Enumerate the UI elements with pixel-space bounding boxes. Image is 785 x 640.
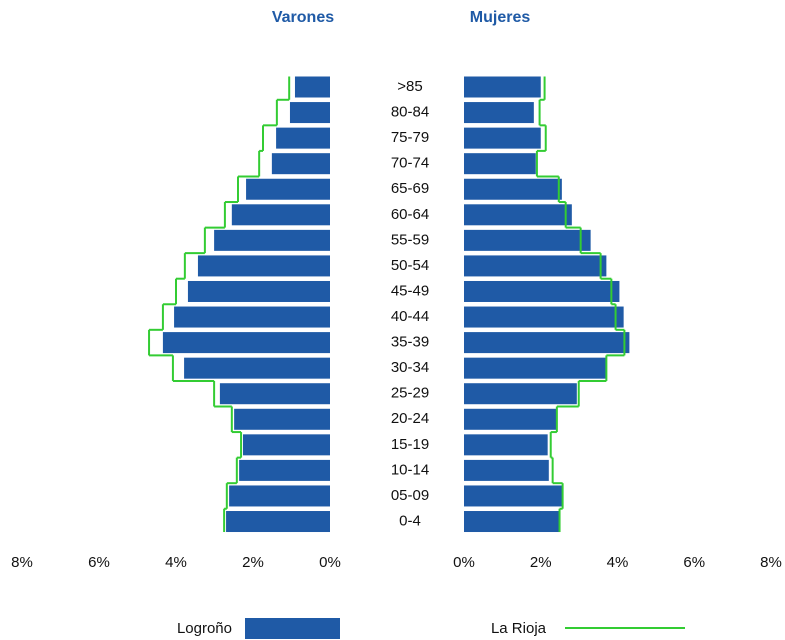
- bar: [246, 178, 330, 200]
- bar: [294, 76, 330, 98]
- bar: [464, 229, 591, 251]
- category-label: 0-4: [399, 512, 421, 529]
- bar: [464, 76, 541, 98]
- bar: [464, 383, 577, 405]
- legend-label: La Rioja: [491, 620, 547, 637]
- category-label: 30-34: [391, 359, 429, 376]
- category-label: 70-74: [391, 155, 429, 172]
- bar: [226, 511, 330, 533]
- category-label: 20-24: [391, 410, 429, 427]
- bar: [464, 102, 534, 124]
- bar: [464, 459, 549, 481]
- x-tick-label: 8%: [760, 554, 782, 571]
- bar: [271, 153, 330, 175]
- left-title: Varones: [272, 9, 334, 26]
- bar: [187, 280, 330, 302]
- category-label: 75-79: [391, 129, 429, 146]
- category-label: 35-39: [391, 334, 429, 351]
- category-label: 25-29: [391, 385, 429, 402]
- x-tick-label: 6%: [88, 554, 110, 571]
- bar: [464, 127, 541, 149]
- legend-label: Logroño: [177, 620, 232, 637]
- category-label: 55-59: [391, 231, 429, 248]
- bar: [464, 357, 607, 379]
- bar: [239, 459, 330, 481]
- x-tick-label: 4%: [607, 554, 629, 571]
- bar: [464, 408, 557, 430]
- bar: [231, 204, 330, 226]
- x-tick-label: 0%: [453, 554, 475, 571]
- category-label: 60-64: [391, 206, 429, 223]
- bar: [464, 332, 630, 354]
- bar: [197, 255, 330, 277]
- bar: [276, 127, 330, 149]
- right-title: Mujeres: [470, 9, 531, 26]
- x-tick-label: 4%: [165, 554, 187, 571]
- bar: [214, 229, 330, 251]
- bar: [242, 434, 330, 456]
- bar: [289, 102, 330, 124]
- bar: [234, 408, 330, 430]
- bar: [464, 153, 536, 175]
- bar: [229, 485, 330, 507]
- category-label: 10-14: [391, 461, 429, 478]
- bar: [464, 204, 572, 226]
- category-label: 65-69: [391, 180, 429, 197]
- bar: [464, 434, 548, 456]
- bar: [464, 178, 562, 200]
- bar: [184, 357, 330, 379]
- x-tick-label: 2%: [530, 554, 552, 571]
- category-label: 45-49: [391, 282, 429, 299]
- legend-swatch: [245, 618, 340, 639]
- category-label: 50-54: [391, 257, 429, 274]
- category-label: 15-19: [391, 436, 429, 453]
- category-label: 05-09: [391, 487, 429, 504]
- category-label: 80-84: [391, 104, 429, 121]
- x-tick-label: 0%: [319, 554, 341, 571]
- x-tick-label: 2%: [242, 554, 264, 571]
- bar: [464, 511, 560, 533]
- category-label: 40-44: [391, 308, 429, 325]
- bar: [464, 306, 624, 328]
- x-tick-label: 6%: [683, 554, 705, 571]
- bar: [162, 332, 330, 354]
- category-label: >85: [397, 78, 422, 95]
- bar: [464, 485, 563, 507]
- bar: [174, 306, 330, 328]
- bar: [464, 280, 620, 302]
- bar: [219, 383, 330, 405]
- x-tick-label: 8%: [11, 554, 33, 571]
- bar: [464, 255, 607, 277]
